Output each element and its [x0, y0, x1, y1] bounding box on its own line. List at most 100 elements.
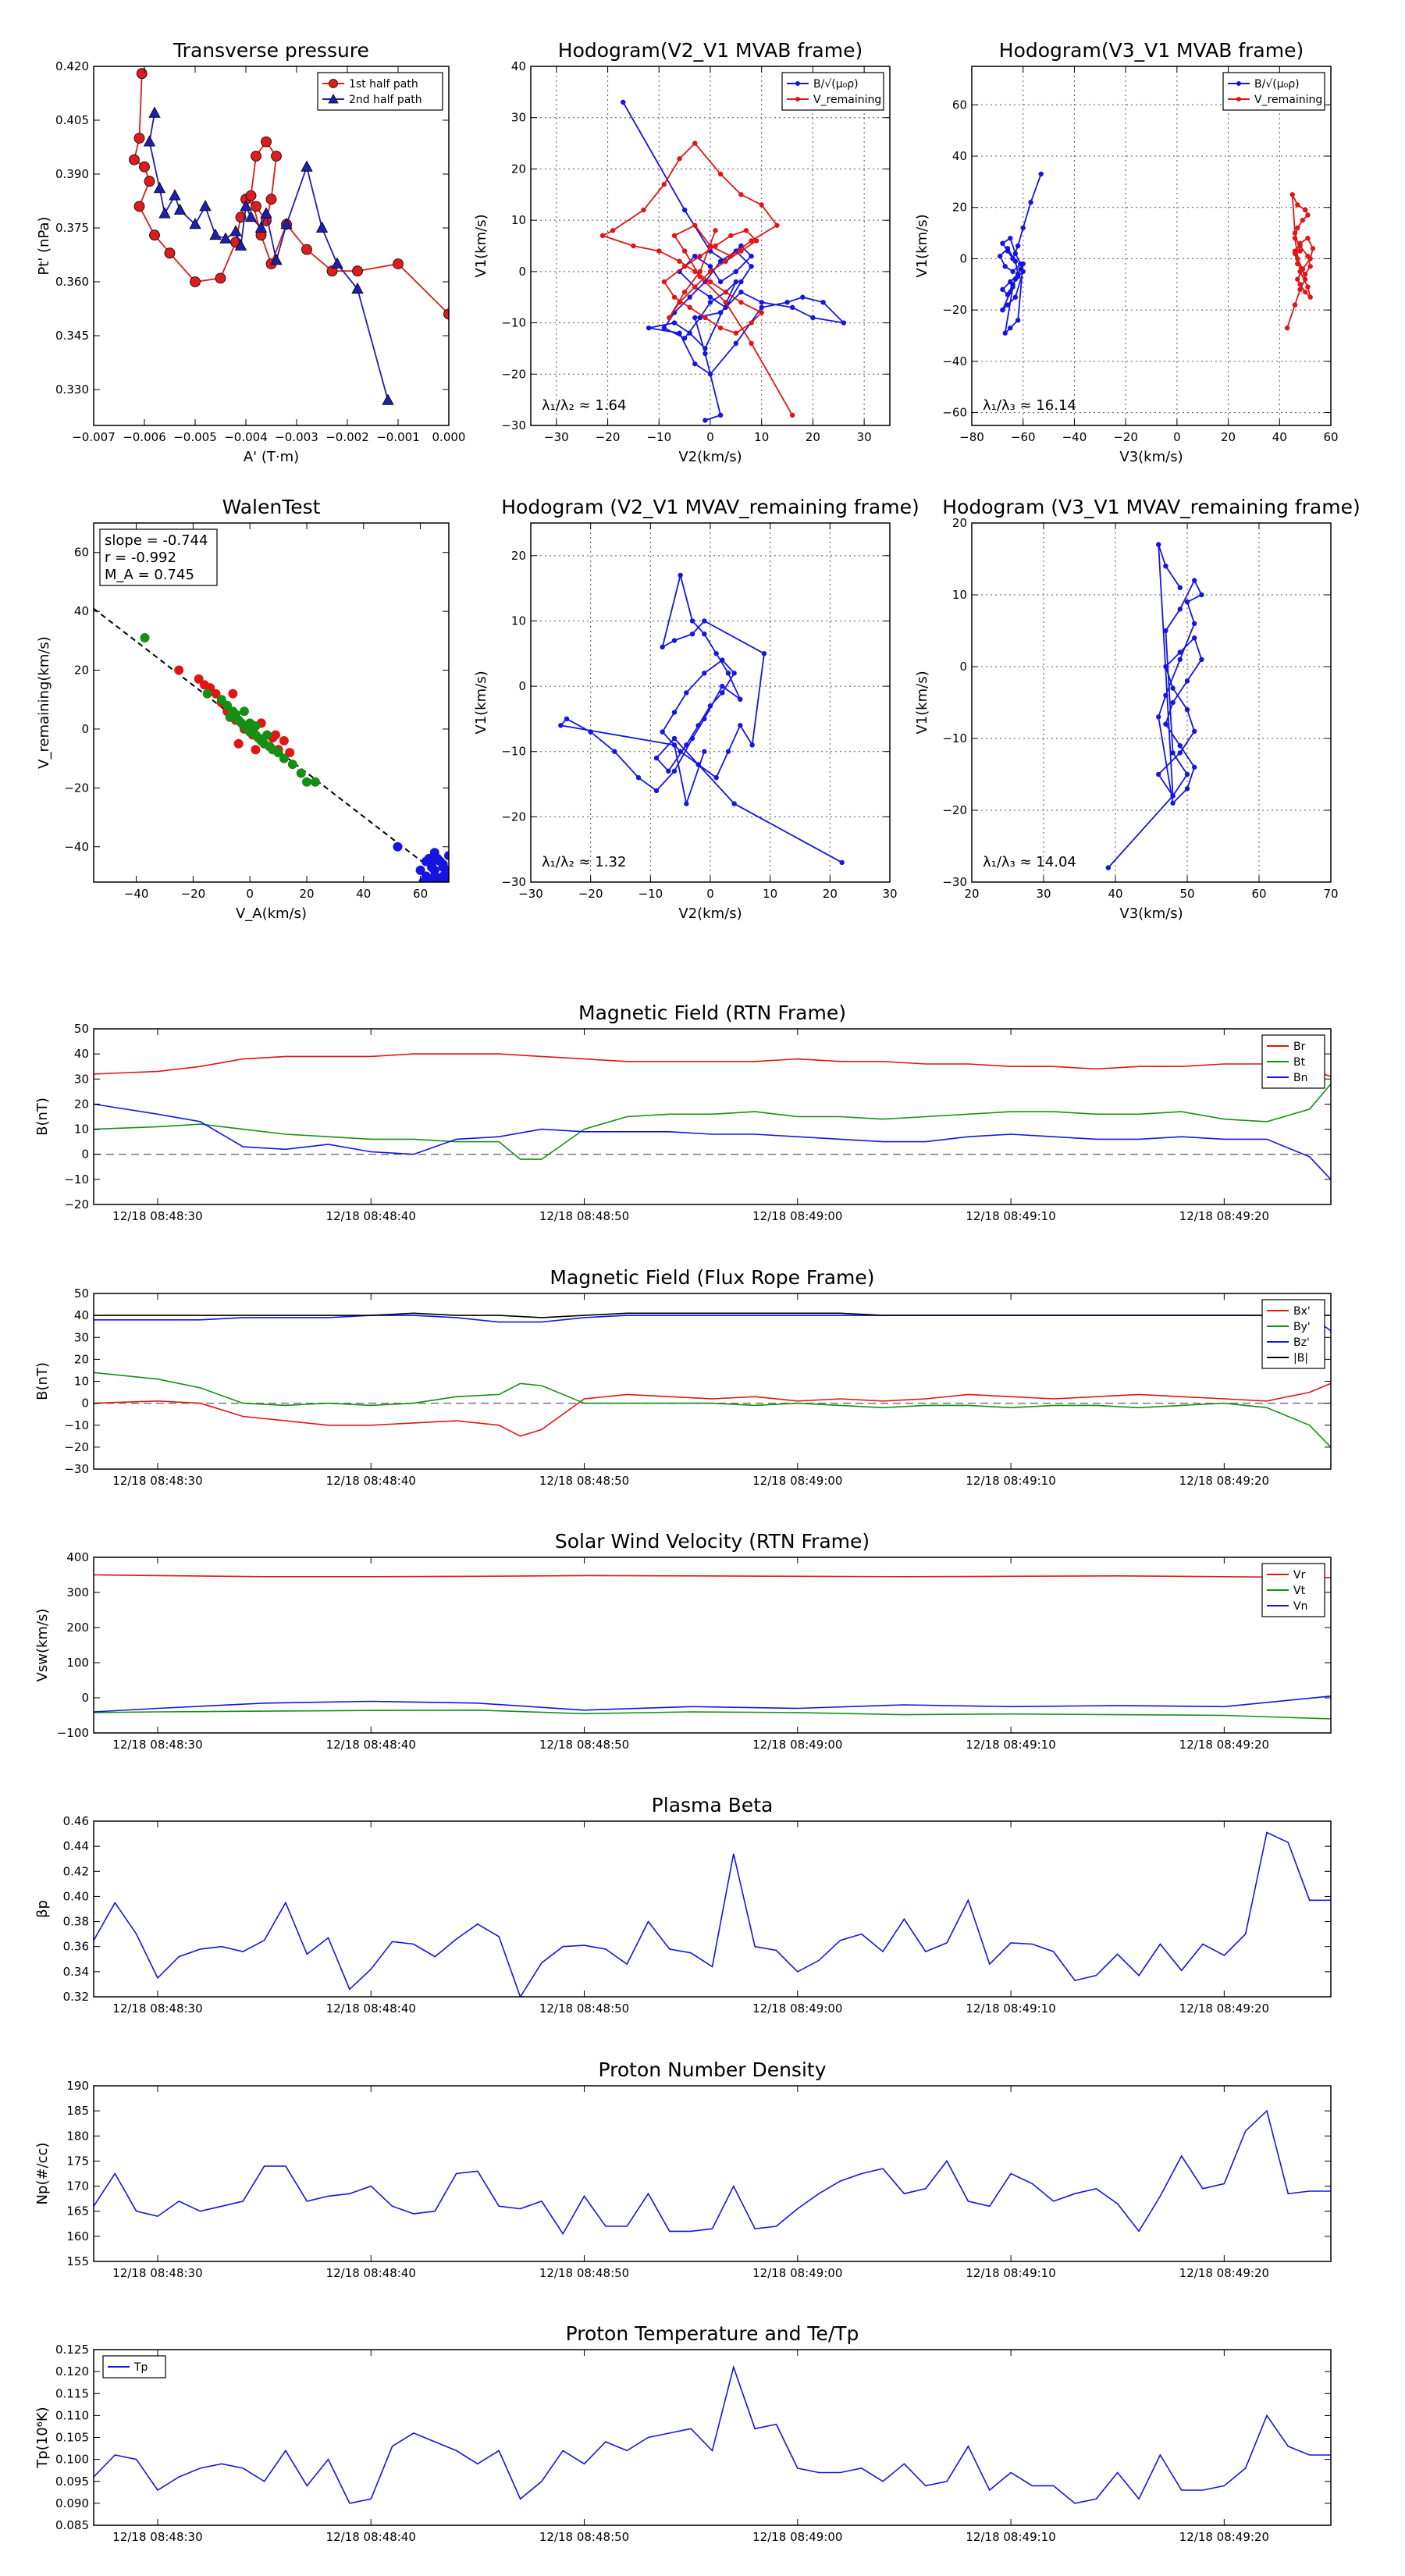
- legend-label: B/√(μ₀ρ): [1254, 78, 1300, 91]
- proton-temperature-panel: Proton Temperature and Te/Tp 12/18 08:48:…: [34, 2322, 1332, 2544]
- series-B/√(μ₀ρ): [997, 171, 1044, 336]
- data-point: [1170, 699, 1176, 706]
- x-tick-label: 12/18 08:48:30: [112, 1738, 202, 1752]
- series-line: [94, 2109, 1331, 2236]
- x-tick-label: 12/18 08:49:00: [752, 1738, 842, 1752]
- data-point: [1170, 800, 1176, 806]
- y-tick-label: −30: [942, 875, 967, 889]
- x-axis-label: A' (T·m): [244, 449, 299, 465]
- x-tick-label: 12/18 08:49:10: [966, 2001, 1055, 2016]
- legend-label: Tp: [133, 2361, 148, 2374]
- data-point: [692, 361, 698, 367]
- plot-frame: [93, 2085, 1332, 2262]
- legend-box: [781, 72, 884, 111]
- data-point: [315, 221, 329, 233]
- x-tick-label: 12/18 08:49:10: [966, 1474, 1055, 1488]
- series-line: [94, 1312, 1331, 1318]
- data-point: [1297, 282, 1303, 287]
- data-point: [677, 156, 682, 162]
- data-point: [1163, 628, 1168, 634]
- legend-label: By': [1293, 1321, 1311, 1333]
- data-point: [702, 749, 707, 754]
- data-point: [1284, 325, 1290, 331]
- data-point: [713, 651, 719, 656]
- data-point: [759, 202, 764, 208]
- y-axis-label: V_remaining(km/s): [36, 636, 52, 769]
- x-tick-label: −20: [596, 430, 621, 444]
- x-tick-label: 12/18 08:48:40: [326, 2001, 416, 2016]
- data-point: [717, 310, 724, 315]
- y-tick-label: −30: [501, 875, 526, 889]
- y-axis-label: V1(km/s): [473, 671, 489, 734]
- data-point: [1192, 635, 1197, 641]
- data-point: [789, 412, 795, 418]
- data-point: [234, 239, 247, 251]
- data-point: [326, 265, 338, 277]
- data-point: [444, 851, 449, 861]
- x-tick-label: 10: [754, 430, 769, 444]
- y-tick-label: 0.345: [55, 329, 89, 343]
- x-tick-label: 20: [1221, 430, 1236, 444]
- legend-label: 1st half path: [349, 78, 418, 91]
- chart-title: Magnetic Field (Flux Rope Frame): [550, 1266, 874, 1289]
- data-point: [723, 258, 728, 264]
- x-tick-label: 12/18 08:48:40: [326, 1474, 416, 1488]
- y-tick-label: 170: [66, 2179, 89, 2194]
- x-tick-label: 12/18 08:49:20: [1179, 1209, 1269, 1223]
- x-tick-label: 30: [882, 887, 897, 901]
- x-tick-label: 12/18 08:49:00: [752, 1474, 842, 1488]
- data-point: [1012, 258, 1019, 264]
- data-point: [749, 742, 755, 748]
- data-point: [352, 265, 363, 277]
- data-point: [1192, 621, 1197, 626]
- plot-frame: [93, 1557, 1332, 1734]
- data-point: [692, 222, 698, 228]
- x-tick-label: −40: [124, 887, 149, 901]
- series-Vr: [94, 1574, 1331, 1578]
- x-tick-label: 0.000: [432, 430, 466, 444]
- data-point: [149, 229, 160, 241]
- data-point: [671, 735, 678, 742]
- data-point: [731, 671, 737, 676]
- y-tick-label: 0.100: [55, 2453, 89, 2467]
- data-point: [393, 258, 404, 269]
- stats-line: M_A = 0.745: [105, 567, 194, 583]
- legend-marker: [328, 94, 339, 104]
- y-tick-label: 0.390: [55, 167, 89, 181]
- y-tick-label: −10: [942, 731, 967, 745]
- data-point: [1289, 192, 1295, 197]
- data-point: [681, 207, 688, 213]
- y-tick-label: −30: [501, 418, 526, 432]
- data-point: [666, 768, 671, 774]
- data-point: [717, 279, 724, 285]
- y-tick-label: 0.115: [55, 2386, 89, 2400]
- y-tick-label: 175: [66, 2154, 89, 2168]
- data-point: [671, 233, 678, 239]
- data-point: [1307, 294, 1313, 300]
- data-point: [194, 674, 204, 684]
- data-point: [1008, 235, 1013, 241]
- y-tick-label: 0.40: [63, 1889, 89, 1903]
- x-axis-label: V3(km/s): [1119, 449, 1183, 465]
- data-point: [270, 730, 280, 740]
- data-point: [1305, 235, 1311, 241]
- x-tick-label: −30: [544, 430, 569, 444]
- plot-frame: [93, 2349, 1332, 2526]
- hodogram-v2-v1-mvav-panel: Hodogram (V2_V1 MVAV_remaining frame) −30…: [473, 496, 919, 922]
- data-point: [302, 777, 311, 787]
- series-line: [94, 1315, 1331, 1332]
- data-point: [671, 638, 678, 643]
- series-2nd half path: [143, 106, 394, 405]
- data-point: [136, 68, 148, 80]
- data-point: [285, 748, 295, 758]
- series-line: [94, 1083, 1331, 1160]
- x-tick-label: 12/18 08:49:00: [752, 2530, 842, 2544]
- x-tick-label: 20: [299, 887, 314, 901]
- y-tick-label: 0: [81, 1691, 89, 1705]
- data-point: [164, 247, 176, 259]
- y-tick-label: 40: [74, 1047, 89, 1061]
- x-tick-label: −10: [638, 887, 663, 901]
- legend-label: Bt: [1293, 1056, 1306, 1069]
- data-point: [143, 135, 156, 147]
- data-point: [749, 264, 754, 269]
